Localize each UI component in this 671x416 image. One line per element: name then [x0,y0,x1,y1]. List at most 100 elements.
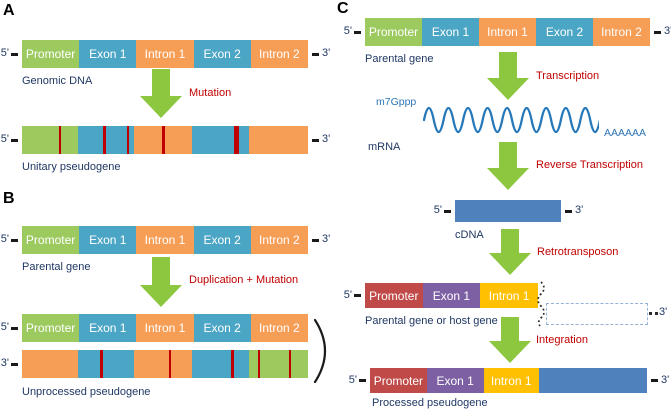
gene-segment [191,350,250,378]
gene-segment-label: Exon 1 [89,233,127,247]
down-arrow-shape [140,257,182,307]
mutation-mark [102,126,106,154]
strand-tick [654,30,661,34]
gene-segment: Promoter [22,226,80,254]
down-arrow-shape [487,142,529,190]
gene-segment: Intron 1 [136,40,194,68]
gene-segment-label: Exon 2 [545,25,584,39]
host-gene-caption: Parental gene or host gene [365,315,498,327]
process-label: Transcription [536,70,600,82]
gene-segment: Intron 2 [250,314,308,342]
strand-end-label: 5' [348,373,357,386]
gene-segment [134,350,192,378]
process-label: Duplication + Mutation [189,274,299,286]
gene-segment: Intron 1 [480,283,538,308]
gene-segment-label: Exon 1 [89,47,127,61]
mutation-mark [234,126,240,154]
gene-segment: Promoter [370,368,427,393]
gene-segment: Exon 1 [79,226,137,254]
strand-end-label: 5' [0,47,9,59]
parental-gene-caption-b: Parental gene [22,261,91,273]
processed-pseudogene-caption: Processed pseudogene [372,397,488,409]
gene-segment [191,126,250,154]
down-arrow-icon [487,52,529,100]
strand-end-label: 3' [659,306,668,318]
strand-end-label: 3' [322,233,331,245]
gene-segment: Promoter [365,283,423,308]
down-arrow-shape [487,52,529,100]
process-label: Reverse Transcription [536,159,643,171]
gene-segment: Exon 2 [193,226,251,254]
mrna-caption: mRNA [368,141,401,153]
unitary-pseudogene-bar [22,126,308,154]
gene-segment-label: Intron 1 [488,288,530,303]
strand-tick [11,238,18,242]
dotted-connector [537,281,545,327]
down-arrow-icon [489,317,531,363]
mutation-mark [100,350,104,378]
unprocessed-pseudogene-bar [22,350,308,378]
strand-tick [354,30,361,34]
strand-end-label: 5' [0,233,9,245]
gene-segment [249,126,308,154]
gene-segment: Exon 2 [193,314,251,342]
gene-segment [22,126,79,154]
gene-segment-label: Intron 2 [259,47,300,61]
down-arrow-icon [489,229,531,275]
duplicated-gene-bar: Promoter Exon 1 Intron 1 Exon 2 Intron 2 [22,314,308,342]
gene-segment: Exon 1 [422,283,481,308]
strand-end-label: 5' [0,133,9,145]
strand-end-label: 5' [343,288,352,301]
genomic-dna-bar: Promoter Exon 1 Intron 1 Exon 2 Intron 2 [22,40,308,68]
gene-segment: Intron 2 [250,226,308,254]
strand-end-label: 3' [575,204,584,216]
mrna-cap-label: m7Gppp [376,96,417,108]
parental-gene-caption-c: Parental gene [365,53,434,65]
strand-tick [565,209,572,213]
gene-segment: Exon 2 [536,18,593,46]
mutation-mark [126,126,129,154]
mrna-polya-label: AAAAAA [604,127,647,139]
gene-segment-label: Promoter [368,25,419,39]
gene-segment [538,368,647,393]
gene-segment-label: Promoter [25,47,76,61]
gene-segment-label: Promoter [25,233,76,247]
gene-segment: Intron 1 [136,314,194,342]
gene-segment [22,350,79,378]
mutation-mark [161,126,165,154]
strand-tick [312,52,319,56]
gene-segment-label: Intron 1 [487,25,528,39]
gene-segment: Exon 1 [422,18,479,46]
gene-segment: Exon 1 [79,314,137,342]
strand-tick [354,294,361,297]
unitary-pseudogene-caption: Unitary pseudogene [22,161,121,173]
genomic-dna-caption: Genomic DNA [22,75,93,87]
gene-segment-label: Intron 2 [259,233,300,247]
gene-segment: Intron 2 [250,40,308,68]
gene-segment-label: Exon 1 [436,373,474,388]
dotted-line [649,312,658,315]
gene-segment-label: Intron 1 [144,47,186,61]
strand-tick [359,379,366,382]
down-arrow-icon [487,142,529,190]
strand-tick [11,362,18,366]
gene-segment-label: Intron 1 [144,233,186,247]
strand-end-label: 3' [0,357,9,369]
gene-segment: Intron 1 [483,368,539,393]
mutation-mark [169,350,172,378]
strand-end-label: 3' [664,25,671,37]
gene-segment-label: Exon 2 [203,47,241,61]
gene-segment: Promoter [22,40,80,68]
insertion-target-box [546,303,648,325]
strand-tick [312,238,319,242]
down-arrow-icon [140,69,182,118]
gene-segment: Exon 2 [193,40,251,68]
gene-segment: Intron 2 [593,18,650,46]
mrna-wave [423,106,599,134]
strand-end-label: 5' [343,25,352,37]
gene-segment-label: Promoter [25,321,76,335]
strand-tick [312,138,319,142]
gene-segment-label: Intron 1 [144,321,186,335]
gene-segment-label: Promoter [373,373,424,388]
